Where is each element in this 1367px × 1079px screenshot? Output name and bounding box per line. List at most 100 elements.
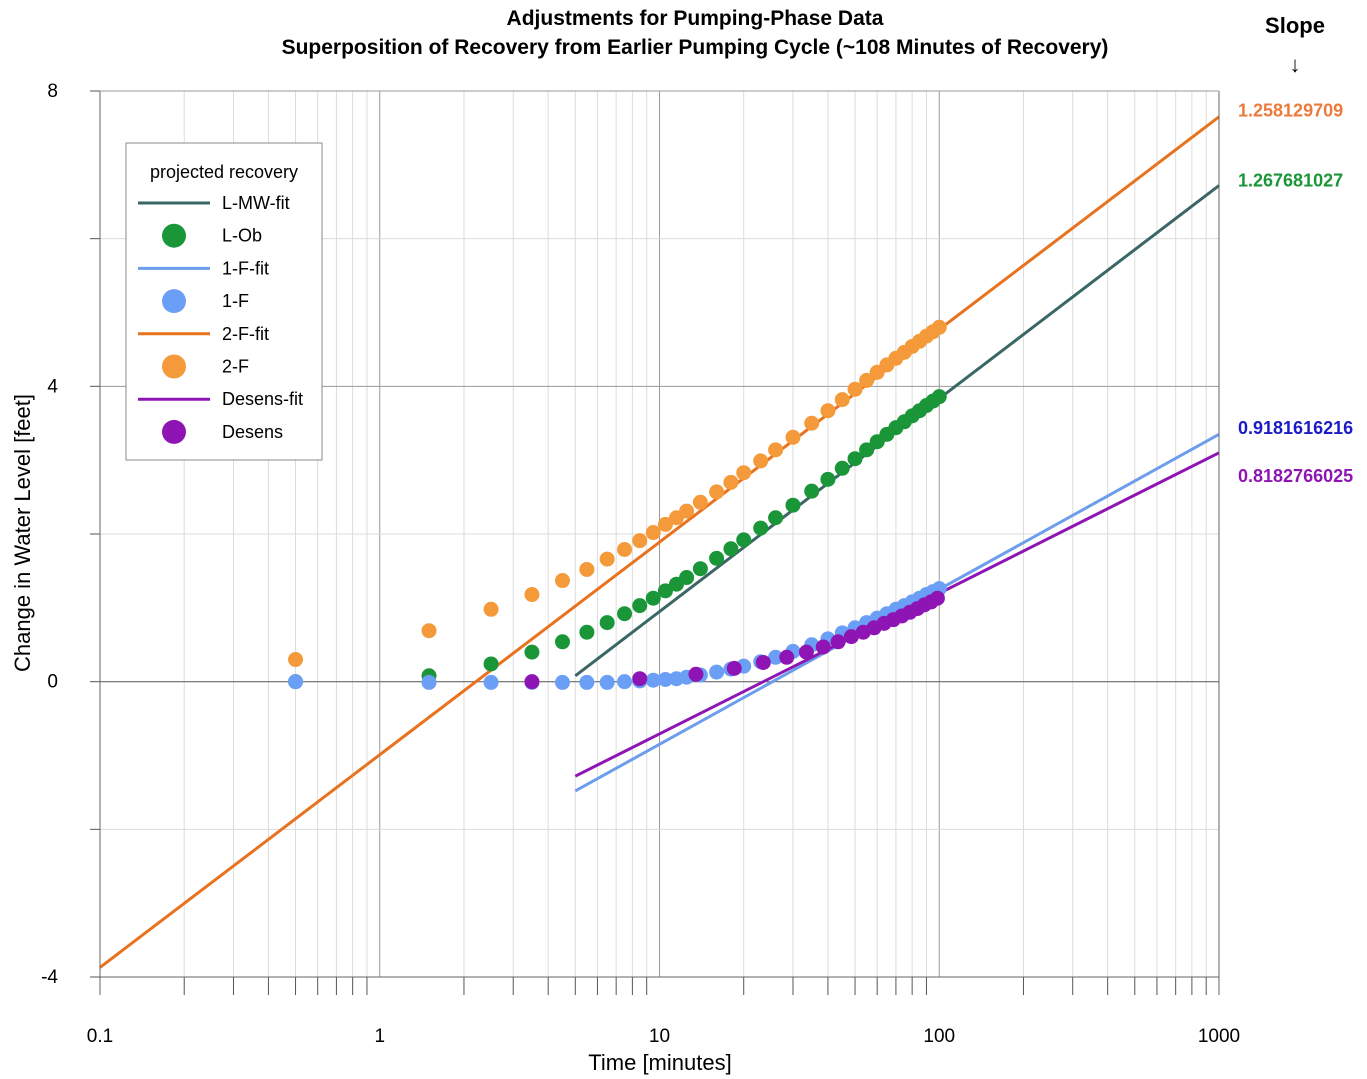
legend-title: projected recovery	[150, 162, 298, 182]
legend-label: L-MW-fit	[222, 193, 290, 213]
legend-label: Desens	[222, 422, 283, 442]
legend-label: 1-F	[222, 291, 249, 311]
legend-label: 2-F	[222, 357, 249, 377]
legend: projected recovery L-MW-fit L-Ob 1-F-fit 1-…	[125, 142, 323, 461]
data-point-1-f	[288, 674, 304, 690]
chart-subtitle: Superposition of Recovery from Earlier P…	[282, 36, 1109, 59]
data-point-l-ob	[723, 541, 739, 557]
data-point-desens	[726, 660, 742, 676]
legend-label: 1-F-fit	[222, 258, 269, 278]
data-point-2-f	[723, 474, 739, 490]
data-point-desens	[929, 590, 945, 606]
data-point-1-f	[599, 674, 615, 690]
data-point-2-f	[421, 623, 437, 639]
data-point-1-f	[768, 649, 784, 665]
data-point-l-ob	[692, 561, 708, 577]
x-tick-label: 10	[649, 1026, 670, 1047]
y-tick-label: 8	[47, 81, 58, 102]
legend-box	[125, 142, 323, 461]
data-point-l-ob	[579, 624, 595, 640]
data-point-desens	[779, 649, 795, 665]
x-tick-label: 100	[923, 1026, 955, 1047]
data-point-l-ob	[847, 451, 863, 467]
data-point-1-f	[645, 672, 661, 688]
data-point-l-ob	[834, 460, 850, 476]
data-point-2-f	[768, 442, 784, 458]
slope-arrow-icon: ↓	[1290, 52, 1301, 77]
data-point-1-f	[657, 671, 673, 687]
data-point-desens	[815, 639, 831, 655]
data-point-2-f	[645, 525, 661, 541]
data-point-2-f	[632, 533, 648, 549]
data-point-1-f	[483, 674, 499, 690]
data-point-desens	[830, 634, 846, 650]
legend-swatch-marker	[162, 354, 186, 379]
legend-swatch-marker	[162, 289, 186, 314]
data-point-2-f	[859, 372, 875, 388]
data-point-2-f	[804, 415, 820, 431]
slope-value: 0.8182766025	[1238, 466, 1353, 486]
data-point-l-ob	[768, 510, 784, 526]
legend-swatch-marker	[162, 419, 186, 444]
data-point-1-f	[709, 664, 725, 680]
data-point-l-ob	[753, 520, 769, 536]
axis-layer: 0.1 1 10 100 1000 -4 0 4 8	[41, 81, 1240, 1047]
data-point-desens	[632, 671, 648, 687]
data-point-2-f	[736, 465, 752, 481]
legend-swatch-marker	[162, 223, 186, 248]
data-point-2-f	[753, 453, 769, 469]
data-point-l-ob	[483, 656, 499, 672]
legend-label: Desens-fit	[222, 389, 303, 409]
data-point-1-f	[421, 674, 437, 690]
data-point-1-f	[617, 674, 633, 690]
data-point-2-f	[657, 516, 673, 532]
data-point-1-f	[579, 674, 595, 690]
data-point-desens	[524, 674, 540, 690]
data-point-l-ob	[524, 644, 540, 660]
slope-value: 0.9181616216	[1238, 418, 1353, 438]
slope-header: Slope	[1265, 13, 1325, 38]
data-points-layer	[288, 319, 947, 690]
data-point-l-ob	[709, 550, 725, 566]
data-point-2-f	[679, 503, 695, 519]
y-tick-label: 4	[47, 376, 58, 397]
data-point-l-ob	[554, 634, 570, 650]
slope-value: 1.267681027	[1238, 171, 1343, 191]
data-point-2-f	[847, 381, 863, 397]
y-axis-label: Change in Water Level [feet]	[10, 394, 35, 672]
data-point-desens	[755, 654, 771, 670]
chart-title: Adjustments for Pumping-Phase Data	[507, 7, 884, 30]
data-point-2-f	[524, 587, 540, 603]
data-point-2-f	[483, 601, 499, 617]
data-point-l-ob	[617, 606, 633, 622]
data-point-2-f	[785, 429, 801, 445]
data-point-2-f	[820, 403, 836, 419]
data-point-desens	[843, 629, 859, 645]
data-point-2-f	[931, 319, 947, 335]
slope-value: 1.258129709	[1238, 100, 1343, 120]
data-point-2-f	[288, 652, 304, 668]
data-point-desens	[688, 666, 704, 682]
data-point-1-f	[554, 674, 570, 690]
data-point-2-f	[834, 392, 850, 408]
data-point-l-ob	[599, 615, 615, 631]
data-point-2-f	[554, 573, 570, 589]
data-point-l-ob	[804, 483, 820, 499]
data-point-l-ob	[785, 497, 801, 513]
data-point-l-ob	[679, 570, 695, 586]
data-point-desens	[798, 644, 814, 660]
data-point-2-f	[709, 484, 725, 500]
data-point-l-ob	[632, 598, 648, 614]
x-tick-label: 1000	[1198, 1026, 1240, 1047]
legend-entries: L-MW-fit L-Ob 1-F-fit 1-F 2-F-fit 2-F Desens-f…	[138, 193, 303, 444]
x-tick-label: 1	[374, 1026, 385, 1047]
data-point-2-f	[692, 494, 708, 510]
data-point-2-f	[617, 542, 633, 558]
fit-line-2-f-fit	[99, 115, 1220, 969]
data-point-2-f	[579, 561, 595, 577]
data-point-l-ob	[931, 389, 947, 405]
y-tick-label: -4	[41, 967, 58, 988]
data-point-l-ob	[859, 442, 875, 458]
